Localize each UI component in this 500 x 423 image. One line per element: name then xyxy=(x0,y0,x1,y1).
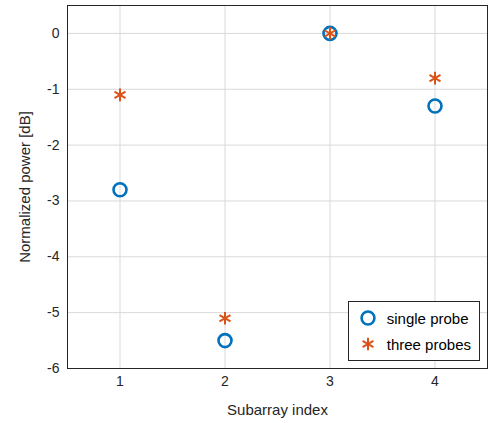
svg-text:-5: -5 xyxy=(47,304,60,320)
html-text:three probes: three probes xyxy=(386,335,471,353)
svg-text:-1: -1 xyxy=(47,81,60,97)
svg-text:-2: -2 xyxy=(47,137,60,153)
svg-text:-4: -4 xyxy=(47,248,60,264)
svg-text:3: 3 xyxy=(326,373,334,389)
svg-text:2: 2 xyxy=(221,373,229,389)
svg-text:-6: -6 xyxy=(47,360,60,376)
svg-text:4: 4 xyxy=(431,373,439,389)
svg-text:-3: -3 xyxy=(47,192,60,208)
html-text:single probe: single probe xyxy=(386,309,469,327)
svg-text:1: 1 xyxy=(116,373,124,389)
svg-text:Subarray index: Subarray index xyxy=(227,401,328,418)
svg-text:0: 0 xyxy=(52,25,60,41)
svg-text:Normalized power [dB]: Normalized power [dB] xyxy=(16,111,33,263)
